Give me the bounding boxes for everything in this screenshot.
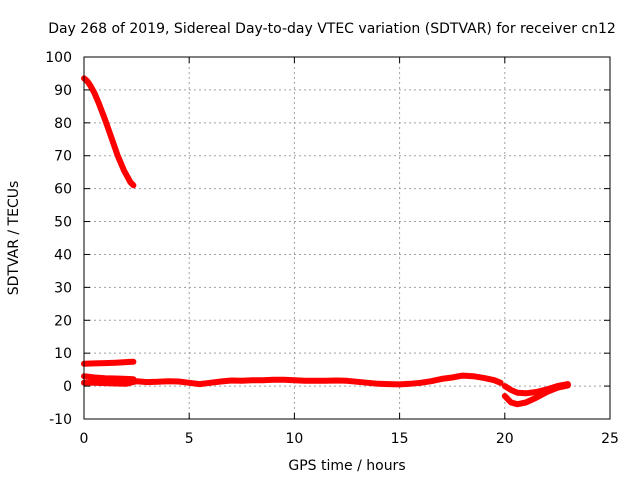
series-upper-band (81, 358, 137, 367)
x-tick-label: 5 (185, 431, 194, 447)
y-tick-label: 10 (54, 346, 72, 362)
y-tick-label: -10 (49, 412, 72, 428)
y-tick-label: 30 (54, 280, 72, 296)
y-tick-label: 20 (54, 313, 72, 329)
y-tick-label: 50 (54, 215, 72, 231)
y-tick-label: 60 (54, 182, 72, 198)
series-late-lower (501, 382, 571, 408)
series-main-band (81, 372, 504, 388)
y-tick-label: 90 (54, 83, 72, 99)
ticks: 0 5 10 15 20 25 -10 0 10 20 30 40 50 60 70 80 90 100 (45, 50, 619, 447)
x-tick-label: 10 (285, 431, 303, 447)
plot-frame (83, 56, 611, 420)
chart-title: Day 268 of 2019, Sidereal Day-to-day VTE… (48, 21, 616, 37)
series-band-2 (81, 373, 137, 383)
x-axis-title: GPS time / hours (288, 458, 405, 474)
y-tick-label: 0 (63, 379, 72, 395)
y-tick-label: 80 (54, 116, 72, 132)
x-tick-label: 15 (391, 431, 409, 447)
x-tick-label: 0 (80, 431, 89, 447)
y-tick-label: 70 (54, 149, 72, 165)
y-axis-title: SDTVAR / TECUs (6, 181, 22, 296)
series-high-branch (81, 75, 137, 189)
y-tick-label: 100 (45, 50, 72, 66)
x-tick-label: 25 (601, 431, 619, 447)
series-layer (81, 75, 571, 408)
y-tick-label: 40 (54, 247, 72, 263)
grid (84, 57, 610, 419)
x-tick-label: 20 (496, 431, 514, 447)
